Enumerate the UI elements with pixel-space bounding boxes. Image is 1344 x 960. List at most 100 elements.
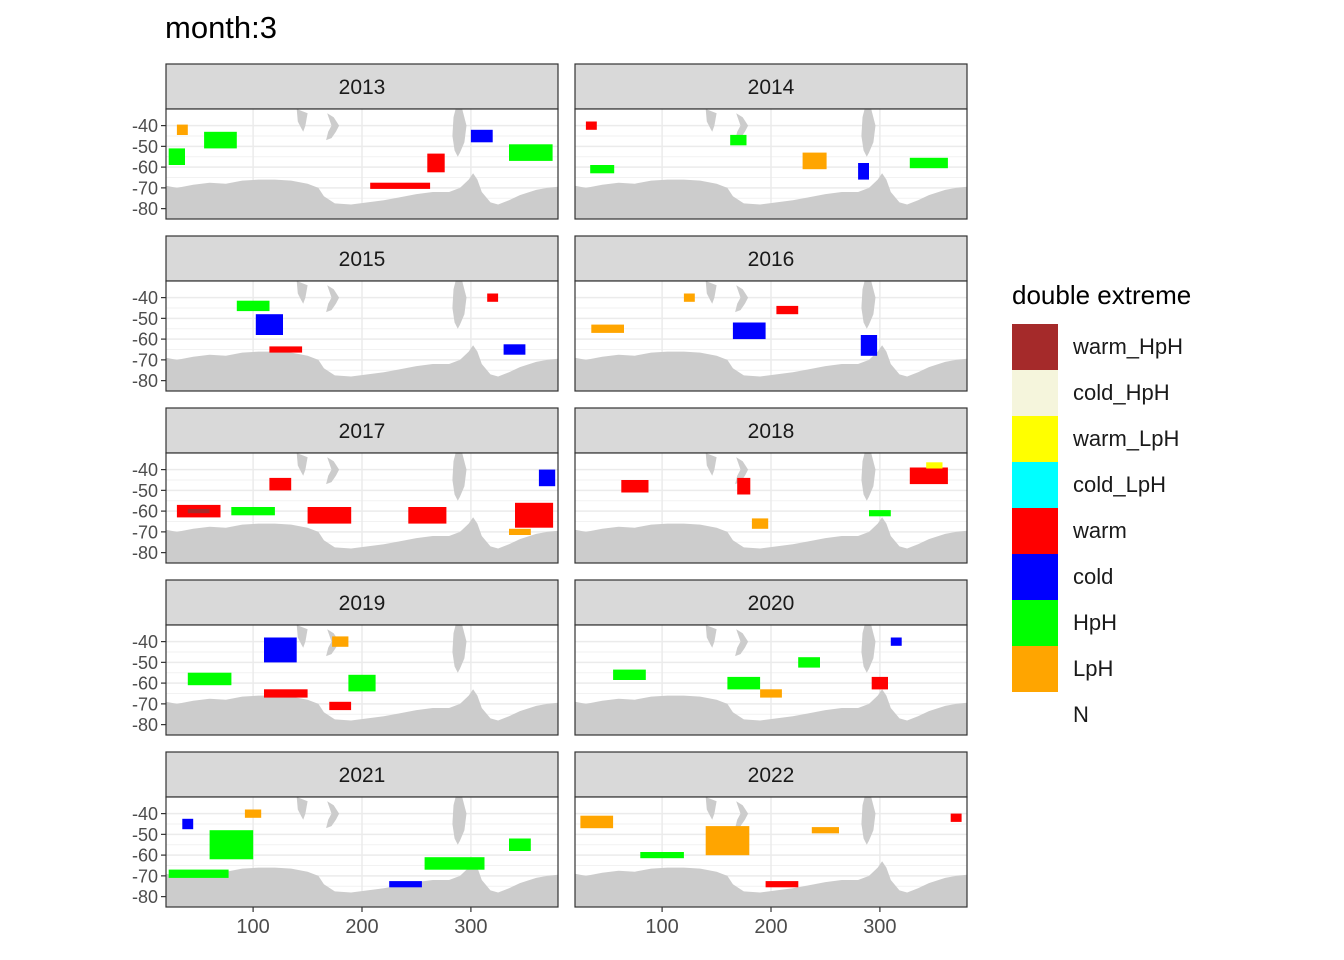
tile-warm bbox=[765, 881, 799, 888]
facet-panel-2021: 2021 -40-50-60-70-80 100 200 300 bbox=[132, 751, 559, 938]
legend-item-cold: cold bbox=[1012, 554, 1312, 600]
tile-HpH bbox=[187, 672, 232, 686]
facet-strip-label: 2016 bbox=[748, 248, 795, 271]
tile-LpH bbox=[509, 528, 531, 535]
legend-label: warm_LpH bbox=[1073, 426, 1180, 451]
tile-cold bbox=[732, 322, 766, 340]
panel-border bbox=[165, 108, 559, 220]
tile-HpH bbox=[869, 510, 891, 517]
south-america-land bbox=[452, 109, 467, 157]
legend-label: warm_HpH bbox=[1073, 334, 1184, 359]
tile-warm bbox=[307, 507, 352, 524]
tile-HpH bbox=[168, 869, 229, 878]
tile-cold bbox=[389, 881, 422, 888]
y-tick-label: -40 bbox=[132, 632, 158, 652]
tile-warm bbox=[621, 480, 649, 493]
y-tick-label: -40 bbox=[132, 460, 158, 480]
legend-label: cold bbox=[1073, 564, 1114, 589]
facet-strip bbox=[574, 63, 968, 110]
panel-border bbox=[574, 108, 968, 220]
new-zealand-land bbox=[326, 285, 340, 313]
legend-label: LpH bbox=[1073, 656, 1114, 681]
legend-item-LpH: LpH bbox=[1012, 646, 1312, 692]
facet-strip-label: 2013 bbox=[339, 76, 386, 99]
facet-panel-2014: 2014 bbox=[574, 63, 968, 220]
legend-item-warm_LpH: warm_LpH bbox=[1012, 416, 1312, 462]
facet-strip-label: 2015 bbox=[339, 248, 386, 271]
panel-border bbox=[165, 452, 559, 564]
facet-strip-label: 2020 bbox=[748, 592, 795, 615]
new-zealand-land bbox=[326, 801, 340, 829]
south-america-land bbox=[861, 281, 876, 329]
y-tick-label: -80 bbox=[132, 199, 158, 219]
tile-warm bbox=[269, 477, 292, 491]
y-tick-label: -60 bbox=[132, 158, 158, 178]
y-tick-label: -70 bbox=[132, 866, 158, 886]
panel-border bbox=[165, 624, 559, 736]
tile-warm bbox=[950, 813, 962, 822]
y-tick-label: -70 bbox=[132, 694, 158, 714]
legend-label: HpH bbox=[1073, 610, 1118, 635]
tile-cold bbox=[255, 314, 283, 335]
facet-panel-2017: 2017 -40-50-60-70-80 bbox=[132, 407, 559, 564]
x-tick-label: 300 bbox=[454, 916, 487, 938]
x-tick-label: 100 bbox=[236, 916, 269, 938]
y-tick-label: -80 bbox=[132, 715, 158, 735]
tile-HpH bbox=[613, 669, 646, 680]
facet-strip bbox=[165, 579, 559, 626]
tile-warm bbox=[370, 182, 431, 189]
antarctica-land bbox=[575, 689, 967, 735]
y-tick-label: -40 bbox=[132, 116, 158, 136]
facet-strip bbox=[574, 235, 968, 282]
new-zealand-land bbox=[735, 801, 749, 829]
tile-cold bbox=[470, 129, 493, 143]
y-tick-label: -70 bbox=[132, 178, 158, 198]
legend-item-warm: warm bbox=[1012, 508, 1312, 554]
australia-land bbox=[296, 281, 308, 304]
y-tick-label: -70 bbox=[132, 522, 158, 542]
tile-warm bbox=[871, 676, 888, 690]
tile-LpH bbox=[802, 152, 827, 170]
legend-item-HpH: HpH bbox=[1012, 600, 1312, 646]
y-tick-label: -60 bbox=[132, 502, 158, 522]
legend-key bbox=[1012, 508, 1058, 554]
y-tick-label: -50 bbox=[132, 481, 158, 501]
tile-warm bbox=[269, 346, 303, 353]
antarctica-land bbox=[166, 689, 558, 735]
new-zealand-land bbox=[735, 113, 749, 141]
facet-strip-label: 2021 bbox=[339, 764, 386, 787]
y-tick-label: -40 bbox=[132, 288, 158, 308]
x-tick-label: 200 bbox=[345, 916, 378, 938]
tile-HpH bbox=[204, 131, 237, 149]
facet-strip-label: 2018 bbox=[748, 420, 795, 443]
tile-warm bbox=[737, 477, 751, 495]
y-tick-label: -50 bbox=[132, 309, 158, 329]
facet-panel-2015: 2015 -40-50-60-70-80 bbox=[132, 235, 559, 392]
new-zealand-land bbox=[735, 629, 749, 657]
tile-LpH bbox=[683, 293, 695, 302]
facet-strip-label: 2017 bbox=[339, 420, 386, 443]
antarctica-land bbox=[166, 861, 558, 907]
legend-label: cold_HpH bbox=[1073, 380, 1170, 405]
tile-LpH bbox=[760, 689, 782, 698]
legend-key bbox=[1012, 554, 1058, 600]
tile-warm bbox=[909, 467, 948, 485]
y-tick-label: -60 bbox=[132, 846, 158, 866]
tile-LpH bbox=[705, 826, 750, 856]
south-america-land bbox=[861, 109, 876, 157]
facet-strip-label: 2014 bbox=[748, 76, 795, 99]
y-tick-label: -70 bbox=[132, 350, 158, 370]
x-tick-label: 100 bbox=[645, 916, 678, 938]
legend-key bbox=[1012, 692, 1058, 738]
tile-HpH bbox=[236, 300, 270, 312]
antarctica-land bbox=[166, 345, 558, 391]
australia-land bbox=[705, 109, 717, 132]
antarctica-land bbox=[166, 173, 558, 219]
antarctica-land bbox=[575, 517, 967, 563]
legend-item-cold_LpH: cold_LpH bbox=[1012, 462, 1312, 508]
tile-cold bbox=[538, 469, 556, 487]
facet-strip bbox=[165, 751, 559, 798]
tile-HpH bbox=[209, 830, 254, 860]
south-america-land bbox=[452, 625, 467, 673]
tile-LpH bbox=[176, 124, 188, 135]
